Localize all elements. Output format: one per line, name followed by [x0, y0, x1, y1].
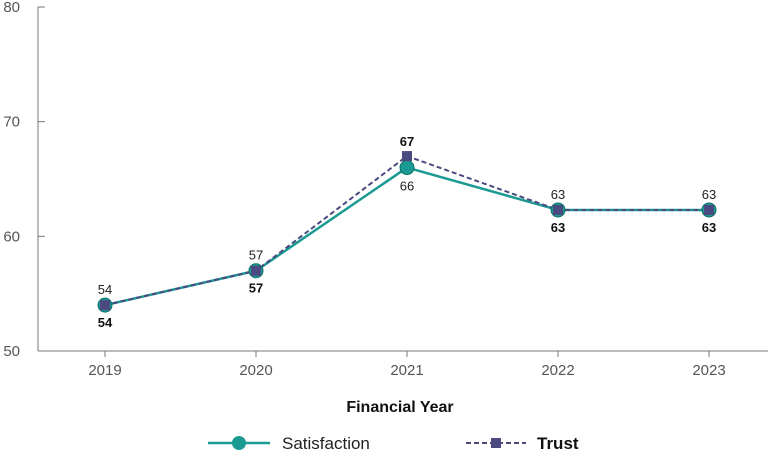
- data-point-trust: [704, 204, 714, 215]
- data-label-satisfaction: 63: [702, 187, 716, 202]
- data-label-satisfaction: 54: [98, 282, 112, 297]
- chart-axes: 50 60 70 80 2019 2020 2021 2022 2023: [3, 0, 768, 379]
- data-point-satisfaction: [399, 160, 415, 176]
- legend: Satisfaction Trust: [208, 434, 579, 453]
- data-label-trust: 54: [98, 315, 113, 330]
- legend-label-satisfaction: Satisfaction: [282, 434, 370, 453]
- y-tick-label: 60: [3, 228, 20, 245]
- data-labels: 54 54 57 57 66 67 63 63 63 63: [98, 134, 716, 330]
- data-point-trust: [100, 300, 110, 311]
- data-label-satisfaction: 66: [400, 179, 414, 194]
- series-markers: [97, 151, 717, 313]
- data-point-trust: [402, 151, 412, 162]
- y-tick-label: 80: [3, 0, 20, 16]
- y-tick-label: 70: [3, 114, 20, 131]
- x-tick-label: 2022: [541, 362, 574, 379]
- x-tick-label: 2020: [239, 362, 272, 379]
- legend-label-trust: Trust: [537, 434, 579, 453]
- data-label-trust: 63: [551, 220, 565, 235]
- legend-marker-trust: [491, 438, 501, 448]
- y-tick-label: 50: [3, 343, 20, 360]
- data-label-satisfaction: 57: [249, 248, 263, 263]
- x-tick-label: 2023: [692, 362, 725, 379]
- data-label-trust: 67: [400, 134, 414, 149]
- data-label-trust: 63: [702, 220, 716, 235]
- x-tick-label: 2021: [390, 362, 423, 379]
- data-label-satisfaction: 63: [551, 187, 565, 202]
- legend-marker-satisfaction: [232, 436, 246, 450]
- data-point-trust: [553, 204, 563, 215]
- x-axis-title: Financial Year: [346, 399, 453, 416]
- legend-item-trust[interactable]: Trust: [466, 434, 579, 453]
- legend-item-satisfaction[interactable]: Satisfaction: [208, 434, 370, 453]
- data-point-trust: [251, 265, 261, 276]
- data-label-trust: 57: [249, 281, 263, 296]
- x-tick-label: 2019: [88, 362, 121, 379]
